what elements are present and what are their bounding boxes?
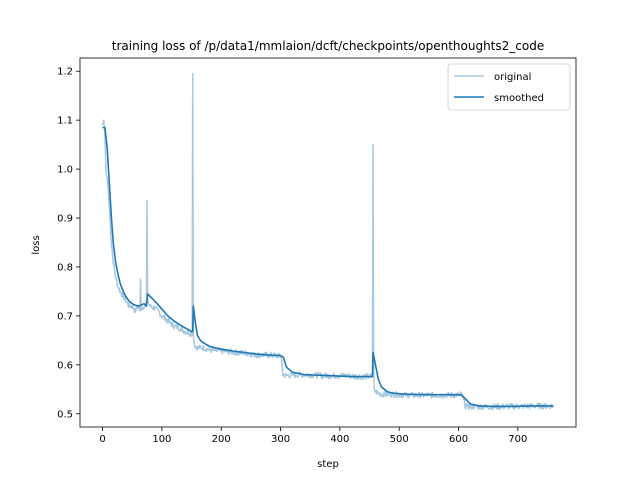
x-tick-label: 700 [508,434,527,445]
x-tick-label: 600 [449,434,468,445]
y-tick-label: 0.5 [57,409,73,420]
series-line-original [101,72,554,411]
y-tick-label: 0.6 [57,360,73,371]
series-line-smoothed [102,126,554,408]
legend-label-original: original [494,72,531,83]
y-axis-ticks: 0.5 0.6 0.7 0.8 0.9 1.0 1.1 1.2 [57,67,80,420]
x-axis-ticks: 0 100 200 300 400 500 600 700 [99,427,527,445]
y-tick-label: 0.7 [57,311,73,322]
axes-frame [79,57,577,428]
y-tick-label: 1.2 [57,67,73,78]
y-tick-label: 0.9 [57,214,73,225]
x-tick-label: 200 [212,434,231,445]
legend: original smoothed [447,63,571,111]
x-tick-label: 100 [152,434,171,445]
y-tick-label: 1.1 [57,116,73,127]
plot-area [79,57,577,428]
y-axis-label: loss [31,235,42,254]
x-tick-label: 500 [390,434,409,445]
x-tick-label: 300 [271,434,290,445]
y-tick-label: 1.0 [57,165,73,176]
legend-label-smoothed: smoothed [494,93,544,104]
x-tick-label: 400 [330,434,349,445]
chart-title: training loss of /p/data1/mmlaion/dcft/c… [112,39,544,53]
y-tick-label: 0.8 [57,262,73,273]
x-tick-label: 0 [99,434,105,445]
x-axis-label: step [317,459,339,470]
